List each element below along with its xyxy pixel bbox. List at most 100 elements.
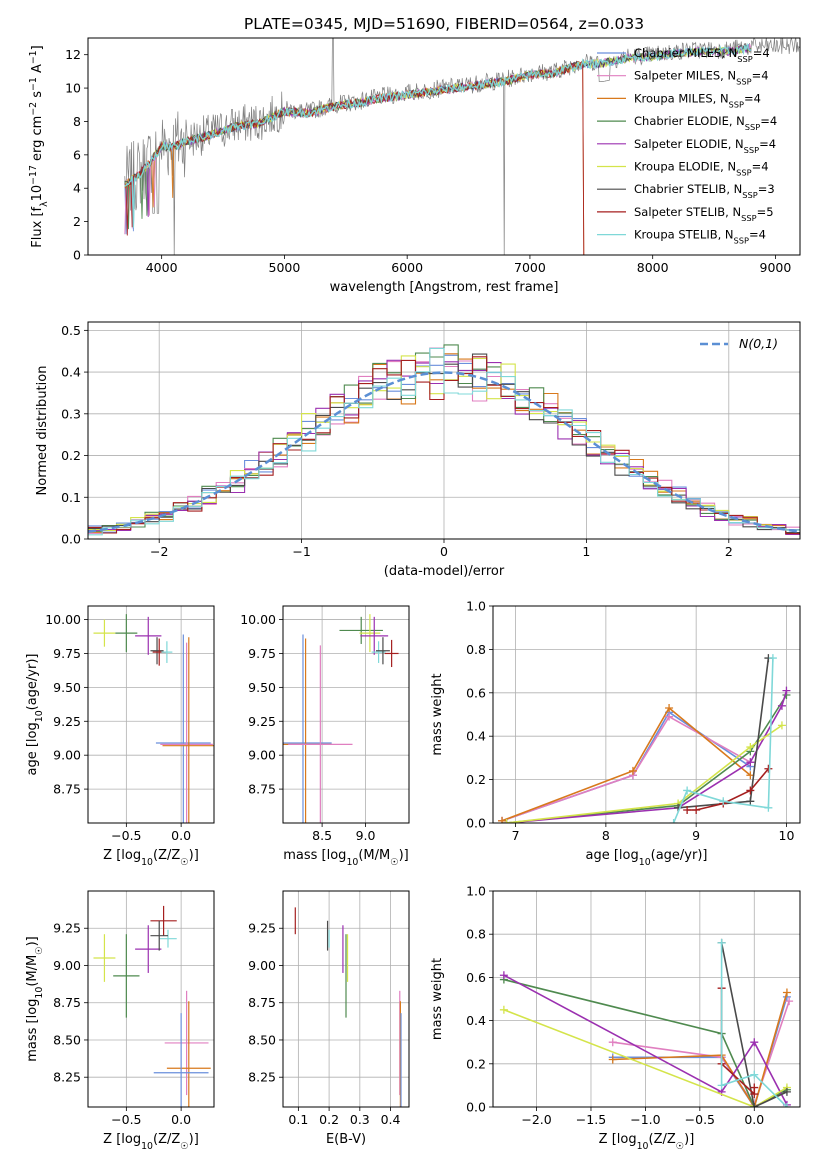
plot-area [283, 614, 399, 823]
point-marker-chabrier-stelib [750, 1103, 759, 1107]
legend-label-normal: N(0,1) [739, 336, 778, 351]
plot-area [499, 938, 794, 1107]
axes-frame [492, 890, 801, 1108]
legend-label-salpeter-elodie: Salpeter ELODIE, NSSP=4 [634, 137, 776, 155]
x-tick-label: 0.4 [381, 1112, 401, 1127]
errorbar-salpeter-miles [288, 645, 353, 823]
figure-title: PLATE=0345, MJD=51690, FIBERID=0564, z=0… [244, 15, 644, 33]
y-tick-label: 9.75 [53, 646, 81, 661]
point-marker-kroupa-miles [628, 766, 637, 775]
panel-mass-vs-z: −0.5 0.0 8.25 8.50 8.75 9.00 9.25 Z [log10(Z/Z☉… [25, 890, 215, 1152]
errorbar-salpeter-stelib [384, 639, 399, 668]
panel-spectrum: 4000 5000 6000 7000 8000 9000 0 2 4 6 8 10 12 wavelen… [28, 37, 801, 295]
point-marker-salpeter-miles [785, 997, 794, 1006]
axes-frame [87, 890, 215, 1108]
legend-label-kroupa-miles: Kroupa MILES, NSSP=4 [634, 91, 761, 109]
x-tick-label: 9000 [760, 260, 792, 275]
point-marker-kroupa-miles [782, 988, 791, 997]
point-marker-salpeter-elodie [782, 686, 791, 695]
x-tick-label: −2.0 [521, 1112, 551, 1127]
y-tick-label: 0.2 [61, 448, 81, 463]
legend-label-kroupa-elodie: Kroupa ELODIE, NSSP=4 [634, 160, 769, 178]
x-tick-label: 1 [582, 544, 590, 559]
y-axis-label: mass weight [430, 673, 445, 755]
point-marker-kroupa-stelib [717, 938, 726, 947]
y-tick-label: 9.00 [248, 748, 276, 763]
y-tick-label: 9.00 [53, 958, 81, 973]
y-tick-label: 0.0 [466, 816, 486, 831]
y-tick-label: 0.4 [61, 365, 81, 380]
series-line-salpeter-miles [612, 1000, 790, 1107]
x-tick-label: 7 [512, 828, 520, 843]
y-tick-label: 0 [73, 248, 81, 263]
point-marker-kroupa-elodie [777, 721, 786, 730]
panel-mass-weight-vs-z: −2.0 −1.5 −1.0 −0.5 0.0 0.0 0.2 0.4 0.6 0.8 1.0 Z [… [430, 884, 801, 1152]
y-tick-label: 0.8 [466, 927, 486, 942]
x-tick-label: 2 [725, 544, 733, 559]
series-line-kroupa-miles [612, 992, 788, 1107]
point-marker-salpeter-stelib [746, 786, 755, 795]
x-tick-label: 0.0 [744, 1112, 764, 1127]
panel-age-vs-z: −0.5 0.0 8.75 9.00 9.25 9.50 9.75 10.00 Z [log10… [25, 605, 215, 868]
y-tick-label: 9.00 [53, 748, 81, 763]
x-axis-label: Z [log10(Z/Z☉)] [599, 1132, 695, 1152]
panel-age-vs-mass: 8.5 9.0 8.75 9.00 9.25 9.50 9.75 10.00 mass [log… [240, 605, 410, 868]
x-tick-label: 8.5 [312, 828, 332, 843]
y-tick-label: 9.50 [53, 680, 81, 695]
point-marker-salpeter-elodie [746, 758, 755, 767]
x-tick-label: 8 [602, 828, 610, 843]
point-marker-kroupa-stelib [717, 1081, 726, 1090]
y-tick-label: 0.1 [61, 490, 81, 505]
y-tick-label: 8.50 [248, 1032, 276, 1047]
errorbar-salpeter-miles [160, 642, 213, 823]
errorbar-salpeter-elodie [360, 616, 389, 655]
series-line-salpeter-stelib [720, 988, 756, 1096]
x-tick-label: 0.0 [171, 1112, 191, 1127]
y-tick-label: 0.6 [466, 970, 486, 985]
x-axis-label: Z [log10(Z/Z☉)] [103, 848, 199, 868]
x-tick-label: −1 [292, 544, 310, 559]
errorbar-chabrier-miles [153, 1013, 209, 1107]
y-tick-label: 1.0 [466, 884, 486, 899]
errorbar-chabrier-elodie [339, 616, 383, 644]
plot-area [498, 654, 791, 823]
x-axis-label: mass [log10(M/M☉)] [283, 848, 409, 868]
x-tick-label: −2 [150, 544, 168, 559]
x-tick-label: 6000 [391, 260, 423, 275]
point-marker-kroupa-stelib [719, 797, 728, 806]
point-marker-salpeter-elodie [750, 1038, 759, 1047]
y-axis-label: mass weight [430, 958, 445, 1040]
x-axis-label: wavelength [Angstrom, rest frame] [330, 280, 559, 295]
point-marker-kroupa-stelib [669, 819, 678, 823]
y-tick-label: 9.25 [248, 921, 276, 936]
histogram-salpeter-elodie [88, 359, 800, 536]
x-tick-label: 7000 [514, 260, 546, 275]
series-line-salpeter-miles [501, 715, 751, 822]
y-tick-label: 9.75 [248, 646, 276, 661]
point-marker-salpeter-miles [665, 712, 674, 721]
x-tick-label: 4000 [146, 260, 178, 275]
y-axis-label: Normed distribution [35, 366, 50, 496]
legend-label-kroupa-stelib: Kroupa STELIB, NSSP=4 [634, 228, 766, 246]
point-marker-salpeter-miles [608, 1038, 617, 1047]
y-tick-label: 8.75 [248, 782, 276, 797]
y-tick-label: 0.2 [466, 1056, 486, 1071]
x-tick-label: 0 [440, 544, 448, 559]
panel-residuals: −2 −1 0 1 2 0.0 0.1 0.2 0.3 0.4 0.5 (data-model)/er… [35, 321, 801, 579]
series-line-kroupa-miles [501, 706, 751, 822]
errorbar-salpeter-stelib [150, 905, 177, 936]
normal-curve [88, 371, 800, 533]
y-tick-label: 0.5 [61, 323, 81, 338]
point-marker-kroupa-elodie [499, 1005, 508, 1014]
y-tick-label: 8 [73, 114, 81, 129]
errorbar-kroupa-stelib [159, 929, 177, 948]
x-tick-label: 0.3 [350, 1112, 370, 1127]
legend-label-salpeter-stelib: Salpeter STELIB, NSSP=5 [634, 205, 774, 223]
x-tick-label: −0.5 [111, 1112, 141, 1127]
y-tick-label: 0.4 [466, 1013, 486, 1028]
y-tick-label: 8.25 [248, 1070, 276, 1085]
legend-label-chabrier-stelib: Chabrier STELIB, NSSP=3 [634, 182, 775, 200]
point-marker-kroupa-miles [665, 703, 674, 712]
x-tick-label: 0.0 [171, 828, 191, 843]
